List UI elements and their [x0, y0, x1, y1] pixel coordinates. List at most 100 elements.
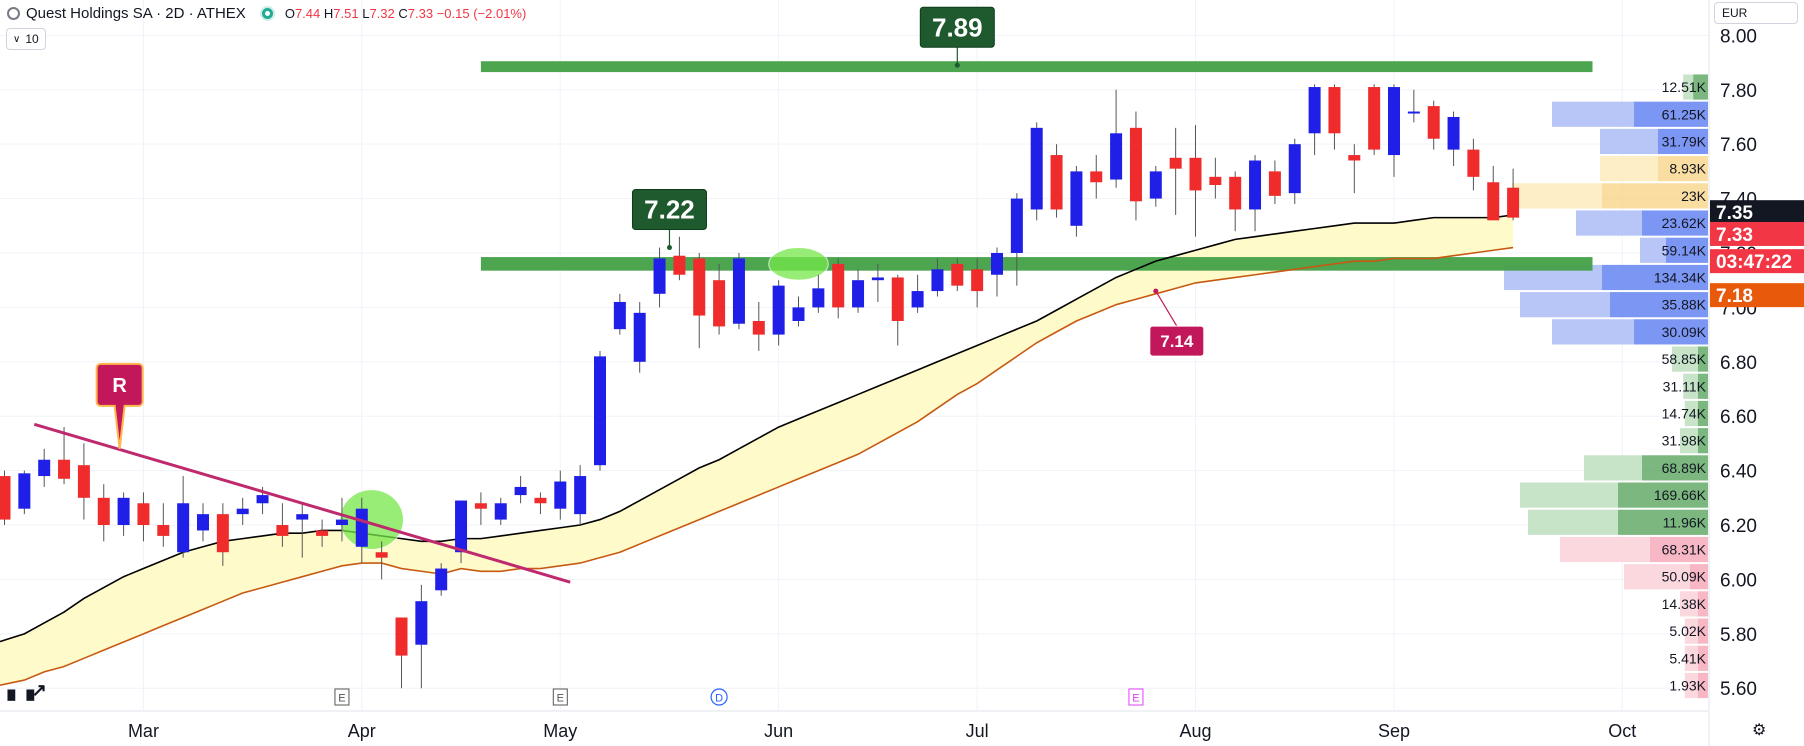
candle-down: [137, 503, 150, 526]
candle-down: [395, 617, 408, 656]
ohlc-values: O7.44 H7.51 L7.32 C7.33 −0.15 (−2.01%): [285, 6, 527, 21]
volume-profile-bar: [1658, 156, 1708, 182]
volume-profile-bar: [1698, 373, 1708, 399]
volume-profile-label: 31.11K: [1663, 378, 1707, 394]
candle-down: [375, 552, 388, 558]
candle-down: [713, 280, 726, 327]
symbol-title[interactable]: Quest Holdings SA · 2D · ATHEX: [26, 4, 246, 22]
tradingview-logo-icon[interactable]: ▖▗↗: [8, 680, 47, 700]
candle-up: [1149, 171, 1162, 199]
candle-up: [594, 356, 606, 466]
y-tick-label: 6.00: [1720, 570, 1757, 591]
volume-profile-bar: [1552, 319, 1634, 345]
price-label-text: 7.33: [1716, 225, 1753, 246]
volume-profile-bar: [1658, 128, 1708, 155]
candle-down: [276, 525, 289, 536]
currency-selector[interactable]: EUR: [1714, 2, 1798, 24]
candle-down: [0, 476, 11, 520]
candle-down: [474, 503, 487, 509]
volume-profile-bar: [1618, 509, 1708, 535]
volume-profile-bar: [1642, 455, 1708, 481]
candle-up: [613, 301, 626, 330]
volume-profile-bar: [1634, 319, 1708, 345]
volume-profile-label: 23.62K: [1662, 215, 1707, 231]
candle-up: [554, 481, 567, 509]
y-tick-label: 7.80: [1720, 81, 1757, 102]
price-label-box: [1710, 249, 1804, 274]
volume-profile-bar: [1698, 428, 1708, 454]
candle-down: [1328, 87, 1341, 134]
volume-profile-label: 8.93K: [1669, 161, 1706, 177]
candle-up: [991, 252, 1003, 275]
callout-box: [919, 6, 995, 48]
candle-up: [574, 476, 587, 515]
candle-down: [752, 320, 765, 335]
candle-up: [1070, 171, 1083, 226]
candle-up: [1249, 160, 1262, 210]
y-tick-label: 7.60: [1720, 135, 1757, 156]
candle-up: [1010, 198, 1023, 253]
x-tick-label: Aug: [1179, 721, 1211, 741]
candle-up: [1110, 133, 1123, 180]
candle-up: [732, 258, 745, 324]
x-tick-label: Jul: [966, 721, 989, 741]
indicator-toggle-button[interactable]: ∨ 10: [6, 28, 46, 50]
volume-profile-label: 11.96K: [1663, 514, 1707, 530]
close-label: C: [398, 5, 408, 21]
market-status-icon[interactable]: [261, 7, 273, 19]
candle-down: [1507, 187, 1520, 218]
candle-up: [911, 291, 924, 308]
candle-down: [951, 263, 964, 286]
x-tick-label: Sep: [1378, 721, 1410, 741]
volume-profile-bar: [1684, 672, 1698, 699]
callout-pointer: [1155, 290, 1178, 327]
candle-up: [38, 459, 51, 477]
candle-up: [772, 285, 785, 335]
x-tick-label: May: [543, 721, 577, 741]
volume-profile-bar: [1602, 183, 1708, 209]
y-tick-label: 6.40: [1720, 462, 1757, 483]
close-value: 7.33: [407, 5, 434, 21]
volume-profile-label: 1.93K: [1669, 678, 1706, 694]
symbol-header[interactable]: Quest Holdings SA · 2D · ATHEX O7.44 H7.…: [0, 0, 526, 26]
volume-profile-label: 30.09K: [1662, 324, 1707, 340]
volume-profile-bar: [1684, 618, 1698, 644]
candle-down: [891, 277, 904, 321]
volume-profile-label: 59.14K: [1662, 242, 1707, 258]
candle-down: [1368, 87, 1381, 150]
volume-profile-bar: [1528, 509, 1618, 535]
volume-profile-bar: [1640, 237, 1666, 263]
y-tick-label: 8.00: [1720, 26, 1757, 47]
volume-profile-bar: [1693, 74, 1708, 100]
volume-profile-bar: [1698, 672, 1708, 699]
marker-r: [95, 362, 144, 449]
volume-profile-bar: [1520, 292, 1610, 318]
volume-profile-label: 134.34K: [1654, 269, 1707, 285]
volume-profile-bar: [1690, 564, 1708, 590]
candle-down: [77, 465, 90, 498]
y-tick-label: 6.20: [1720, 516, 1757, 537]
y-tick-label: 6.80: [1720, 353, 1757, 374]
volume-profile-bar: [1684, 400, 1698, 427]
x-tick-label: Jun: [764, 721, 793, 741]
candle-down: [1268, 171, 1281, 196]
volume-profile-bar: [1576, 210, 1642, 236]
candle-down: [1050, 155, 1063, 210]
event-label: E: [557, 693, 564, 705]
price-label-text: 03:47:22: [1716, 252, 1792, 273]
candle-down: [1229, 176, 1242, 210]
candle-down: [971, 269, 984, 292]
resistance-zone: [480, 61, 1593, 73]
open-value: 7.44: [294, 5, 321, 21]
callout-anchor: [954, 62, 960, 68]
candle-down: [673, 255, 686, 275]
low-value: 7.32: [369, 5, 395, 21]
candle-up: [653, 258, 666, 294]
gear-icon[interactable]: ⚙: [1752, 722, 1767, 739]
volume-profile-bar: [1680, 428, 1698, 454]
candle-down: [1209, 176, 1222, 185]
dividend-event-icon: [710, 688, 728, 706]
candle-down: [534, 497, 547, 504]
volume-profile-bar: [1618, 482, 1708, 508]
